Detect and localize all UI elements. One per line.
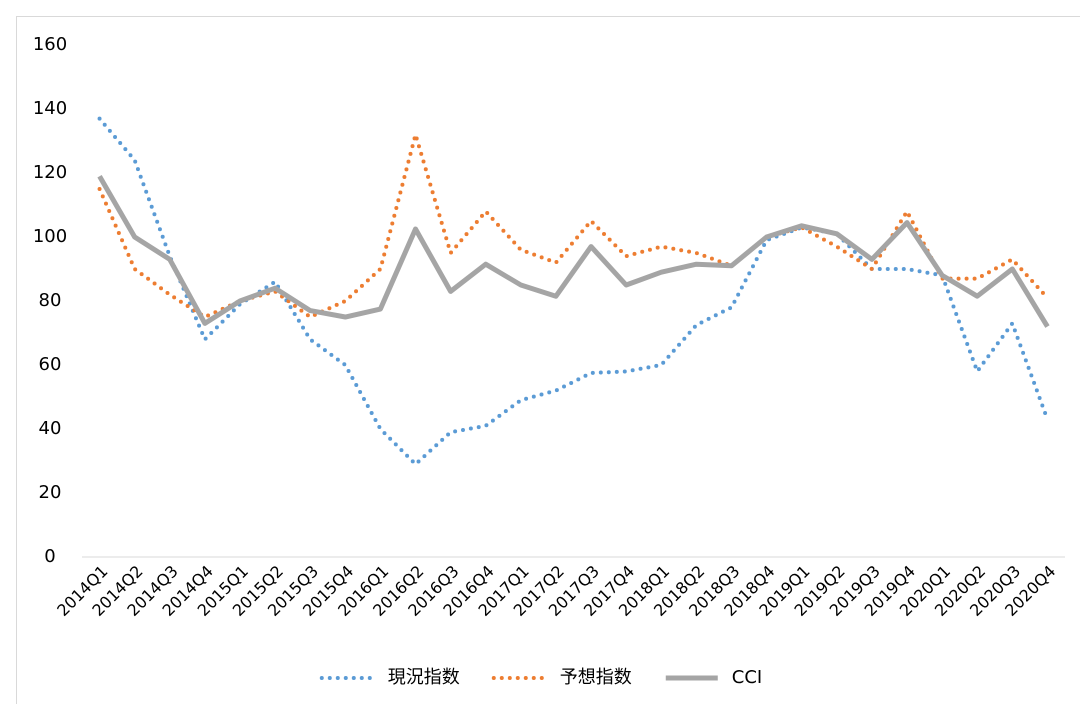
y-tick-label: 60 <box>39 354 62 375</box>
y-tick-label: 140 <box>33 98 67 119</box>
series-line <box>97 116 1050 467</box>
y-tick-label: 40 <box>39 418 62 439</box>
y-tick-label: 20 <box>39 482 62 503</box>
legend-label: 予想指数 <box>560 667 632 688</box>
y-tick-label: 160 <box>33 34 67 55</box>
y-tick-label: 80 <box>39 290 62 311</box>
y-tick-label: 0 <box>44 546 55 567</box>
y-tick-label: 100 <box>33 226 67 247</box>
chart-border <box>16 16 1080 704</box>
legend-label: CCI <box>732 667 762 688</box>
series-line <box>97 174 1050 328</box>
y-tick-label: 120 <box>33 162 67 183</box>
legend-label: 現況指数 <box>388 667 460 688</box>
